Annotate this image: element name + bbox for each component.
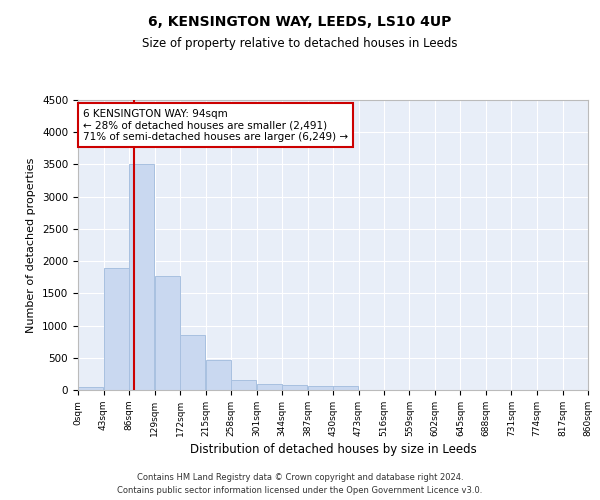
Text: Contains public sector information licensed under the Open Government Licence v3: Contains public sector information licen… (118, 486, 482, 495)
Bar (206, 360, 230, 390)
Text: 6 KENSINGTON WAY: 94sqm
← 28% of detached houses are smaller (2,491)
71% of semi: 6 KENSINGTON WAY: 94sqm ← 28% of detache… (83, 108, 348, 142)
Text: 6, KENSINGTON WAY, LEEDS, LS10 4UP: 6, KENSINGTON WAY, LEEDS, LS10 4UP (148, 15, 452, 29)
Bar (257, 384, 281, 390)
Bar (334, 386, 358, 390)
Bar (181, 335, 205, 390)
Text: Distribution of detached houses by size in Leeds: Distribution of detached houses by size … (190, 442, 476, 456)
Bar (232, 380, 256, 390)
Text: Contains HM Land Registry data © Crown copyright and database right 2024.: Contains HM Land Registry data © Crown c… (137, 472, 463, 482)
Text: Size of property relative to detached houses in Leeds: Size of property relative to detached ho… (142, 38, 458, 51)
Bar (283, 385, 307, 390)
Bar (308, 386, 332, 390)
Bar (79, 387, 103, 390)
Bar (155, 276, 179, 390)
Bar (104, 268, 128, 390)
Y-axis label: Number of detached properties: Number of detached properties (26, 158, 37, 332)
Bar (130, 164, 154, 390)
